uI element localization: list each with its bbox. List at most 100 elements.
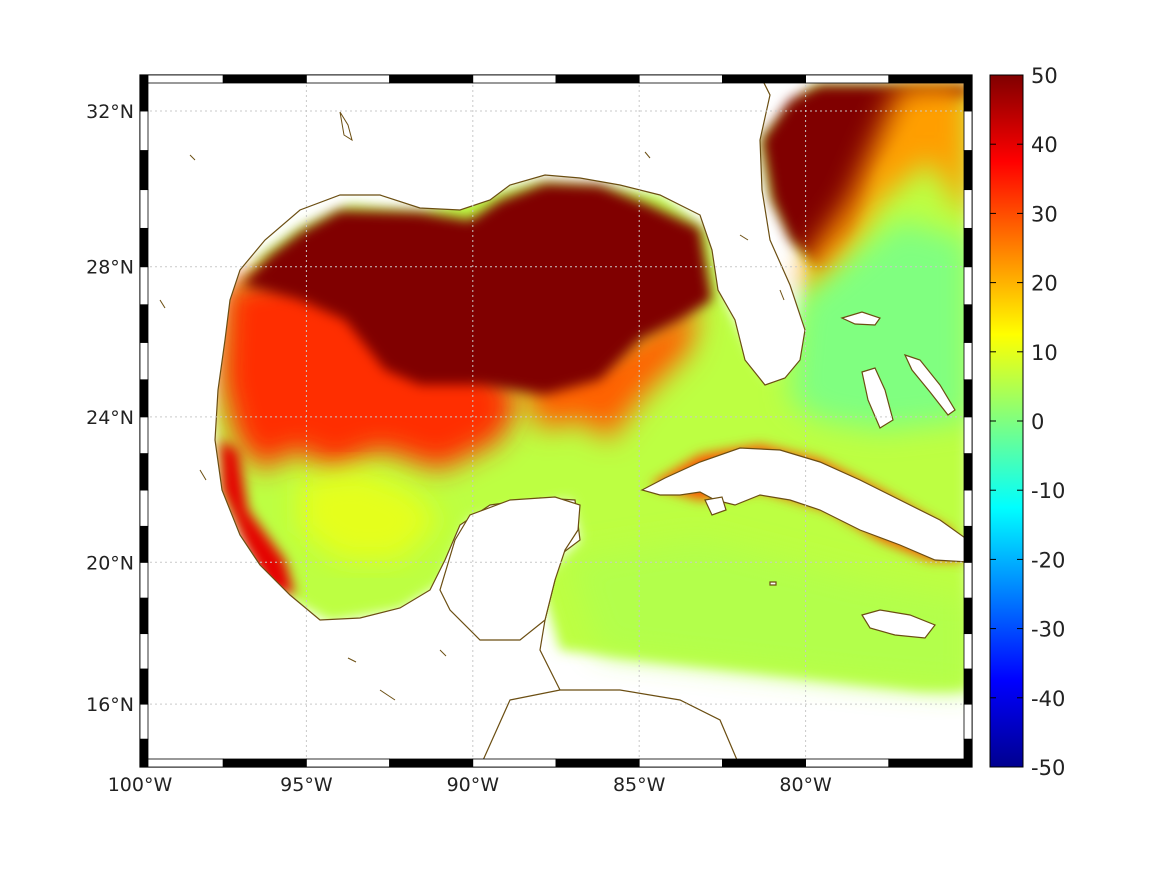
map-border [139,74,973,768]
colorbar-ticks: 50 40 30 20 10 0 -10 -20 -30 -40 -50 [990,64,1065,780]
border-segment [963,489,973,527]
colorbar-tick-label: -50 [1031,756,1065,780]
yucatan-land [439,496,581,641]
border-segment [139,525,149,563]
field-region-northern-gulf-shelf [242,183,712,395]
border-segment [805,74,890,84]
border-segment [139,453,149,491]
border-segment [638,74,723,84]
border-segment [305,74,390,84]
border-segment [389,758,474,768]
colorbar-tick-label: 40 [1031,133,1058,157]
border-segment [139,633,149,670]
eleuthera-land [903,353,956,416]
field-region-bay-of-campeche [300,470,440,560]
lon-tick-label: 95°W [280,774,333,796]
field-region [220,440,295,595]
colorbar-tick-label: 10 [1031,341,1058,365]
field-region-caribbean [570,540,968,690]
colorbar-tick-label: -40 [1031,687,1065,711]
colorbar-tick-label: -10 [1031,479,1065,503]
colorbar-tick-label: 30 [1031,202,1058,226]
isla-juventud-land [704,496,727,516]
border-segment [139,379,149,418]
border-segment [963,668,973,705]
border-segment [139,189,149,229]
border-segment [963,150,973,191]
cuba-land [640,447,969,563]
border-segment [139,110,149,151]
border-segment [963,597,973,635]
lat-tick-label: 20°N [86,552,134,574]
border-segment [222,758,307,768]
border-segment [963,110,973,151]
lon-tick-label: 90°W [447,774,500,796]
lon-tick-label: 85°W [613,774,666,796]
border-segment [139,597,149,635]
border-segment [963,379,973,418]
field-region [800,85,968,300]
border-segment [139,74,149,112]
border-segment [139,561,149,599]
colorbar-tick-label: -20 [1031,548,1065,572]
land-masks [140,75,969,767]
grid [140,75,972,767]
border-segment [389,74,474,84]
border-segment [139,304,149,343]
border-segment [963,266,973,306]
lon-tick-labels: 100°W 95°W 90°W 85°W 80°W [108,774,832,796]
border-segment [139,668,149,705]
border-segment [139,738,149,768]
central-america-land [479,689,741,767]
colorbar-tick-label: 0 [1031,410,1044,434]
lat-tick-label: 28°N [86,257,134,279]
border-segment [963,74,973,112]
border-segment [139,342,149,381]
colorbar-tick-label: -30 [1031,618,1065,642]
border-segment [722,74,807,84]
grand-bahama-land [840,311,881,326]
border-segment [222,74,307,84]
border-segment [472,758,557,768]
lat-tick-label: 16°N [86,694,134,716]
border-segment [139,416,149,454]
colorbar-tick-label: 50 [1031,64,1058,88]
border-segment [305,758,390,768]
border-segment [963,561,973,599]
border-segment [963,525,973,563]
border-segment [963,633,973,670]
border-segment [139,758,224,768]
border-segment [963,342,973,381]
colorbar-tick-label: 20 [1031,272,1058,296]
jamaica-land [861,609,936,639]
border-segment [472,74,557,84]
coast-islets [159,111,785,701]
border-segment [805,758,890,768]
border-segment [963,189,973,229]
border-segment [139,74,224,84]
lat-tick-label: 32°N [86,101,134,123]
border-segment [722,758,807,768]
border-segment [638,758,723,768]
border-segment [963,453,973,491]
border-segment [139,703,149,740]
field-region-western-gulf [220,270,520,470]
andros-island-land [861,367,894,429]
lon-tick-label: 80°W [779,774,832,796]
border-segment [555,758,640,768]
lat-tick-label: 24°N [86,407,134,429]
border-segment [963,703,973,740]
border-segment [963,304,973,343]
border-segment [888,758,973,768]
border-segment [963,416,973,454]
border-segment [888,74,973,84]
lat-tick-labels: 16°N 20°N 24°N 28°N 32°N [86,101,134,716]
border-segment [555,74,640,84]
border-segment [139,266,149,306]
border-segment [139,227,149,268]
border-segment [139,150,149,191]
border-segment [963,227,973,268]
cayman-land [769,581,777,586]
lon-tick-label: 100°W [108,774,173,796]
